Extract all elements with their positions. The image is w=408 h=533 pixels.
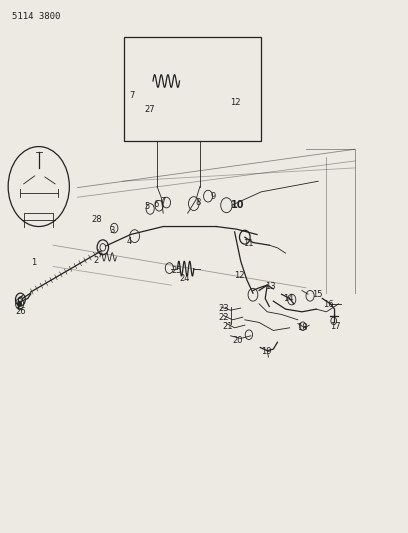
Text: 10: 10: [231, 200, 244, 210]
Text: 9: 9: [210, 192, 215, 200]
Text: 4: 4: [126, 238, 132, 246]
Text: 13: 13: [265, 282, 276, 291]
Text: 20: 20: [233, 336, 243, 344]
Text: 14: 14: [283, 294, 293, 303]
Text: 1: 1: [31, 258, 36, 266]
Text: 18: 18: [297, 323, 307, 332]
Text: 11: 11: [244, 239, 254, 248]
Text: 5114 3800: 5114 3800: [12, 12, 61, 21]
Text: 7: 7: [160, 197, 166, 206]
Text: 12: 12: [234, 271, 244, 280]
Text: 5: 5: [145, 203, 150, 211]
Text: 7: 7: [130, 92, 135, 100]
Bar: [124, 37, 261, 141]
Text: 25: 25: [171, 266, 182, 274]
Text: 23: 23: [218, 304, 229, 312]
Text: 19: 19: [261, 348, 272, 356]
Text: 3: 3: [109, 227, 115, 235]
Circle shape: [100, 244, 106, 251]
Text: 6: 6: [153, 200, 158, 208]
Text: 15: 15: [312, 290, 323, 298]
Text: 2: 2: [94, 256, 99, 264]
Text: 12: 12: [231, 98, 241, 107]
Text: 17: 17: [330, 322, 340, 330]
Circle shape: [18, 301, 22, 306]
Text: 28: 28: [92, 215, 102, 224]
Text: 27: 27: [145, 105, 155, 114]
Text: 21: 21: [222, 322, 233, 331]
Text: 22: 22: [218, 313, 229, 321]
Text: 24: 24: [180, 274, 190, 283]
Text: 26: 26: [16, 308, 26, 316]
Text: 8: 8: [196, 198, 201, 207]
Text: 16: 16: [324, 301, 334, 309]
